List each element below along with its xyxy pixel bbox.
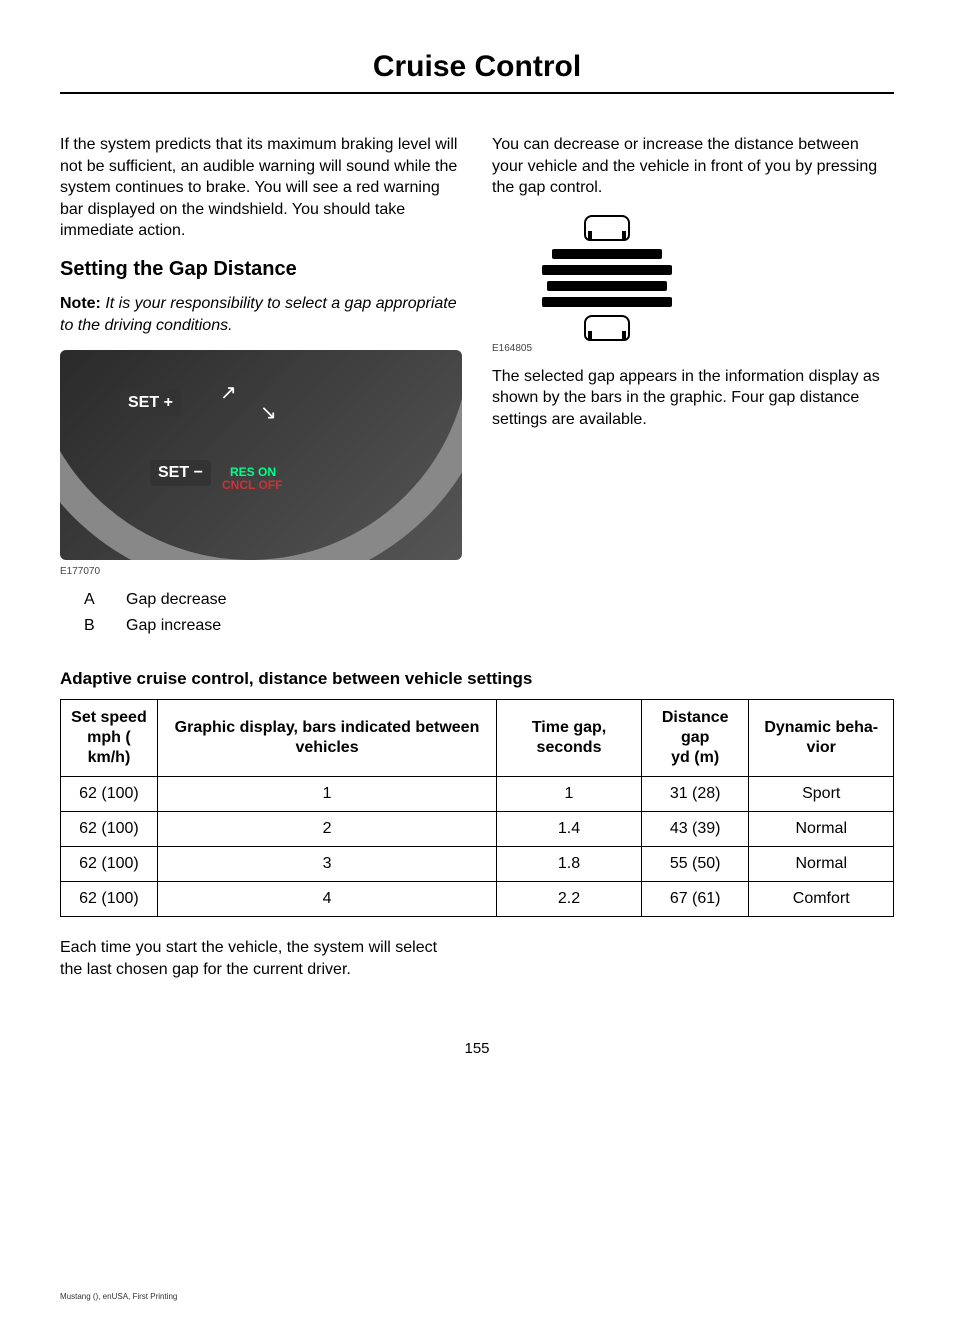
set-plus-button-icon: SET + [120,390,181,416]
steering-wheel-graphic: SET + SET − RES ON CNCL OFF ↗ ↘ [60,350,462,560]
note-text: It is your responsibility to select a ga… [60,295,457,334]
cncl-off-label-icon: CNCL OFF [222,478,282,492]
gap-bars-icon [536,249,686,307]
td-speed: 62 (100) [61,777,158,812]
td-dyn: Sport [749,777,894,812]
td-dist: 43 (39) [641,812,749,847]
table-row: 62 (100) 4 2.2 67 (61) Comfort [61,882,894,917]
lead-car-icon [584,215,630,241]
list-item: A Gap decrease [84,591,462,609]
list-letter-a: A [84,591,102,609]
footer-text: Mustang (), enUSA, First Printing [60,1292,177,1301]
gap-distance-graphic [536,215,686,341]
th-line: mph ( km/h) [67,728,151,768]
note-line: Note: It is your responsibility to selec… [60,293,462,336]
th-time-gap: Time gap, seconds [497,700,642,777]
td-bars: 2 [157,812,496,847]
after-table-paragraph: Each time you start the vehicle, the sys… [60,937,460,980]
arrow-down-icon: ↘ [260,400,277,425]
list-text-b: Gap increase [126,617,221,635]
th-line: vior [807,739,836,756]
td-bars: 4 [157,882,496,917]
gap-settings-table: Set speed mph ( km/h) Graphic display, b… [60,699,894,917]
two-column-layout: If the system predicts that its maximum … [60,134,894,643]
follow-car-icon [584,315,630,341]
td-time: 2.2 [497,882,642,917]
arrow-up-icon: ↗ [220,380,237,405]
steering-arc-icon [60,350,462,560]
table-row: 62 (100) 2 1.4 43 (39) Normal [61,812,894,847]
res-on-label-icon: RES ON [230,465,276,479]
right-paragraph-2: The selected gap appears in the informat… [492,366,894,431]
page-title: Cruise Control [60,50,894,94]
right-column: You can decrease or increase the distanc… [492,134,894,643]
th-line: Set speed [67,708,151,728]
table-header-row: Set speed mph ( km/h) Graphic display, b… [61,700,894,777]
td-speed: 62 (100) [61,882,158,917]
td-dyn: Normal [749,847,894,882]
td-time: 1 [497,777,642,812]
gap-bar-icon [552,249,662,259]
intro-paragraph: If the system predicts that its maximum … [60,134,462,242]
td-dist: 31 (28) [641,777,749,812]
section-heading-gap: Setting the Gap Distance [60,258,462,281]
th-line: Distance gap [648,708,743,748]
table-heading: Adaptive cruise control, distance betwee… [60,669,894,689]
td-dyn: Comfort [749,882,894,917]
figure-code-left: E177070 [60,566,462,577]
td-dist: 67 (61) [641,882,749,917]
gap-bar-icon [542,297,672,307]
th-distance-gap: Distance gap yd (m) [641,700,749,777]
table-row: 62 (100) 3 1.8 55 (50) Normal [61,847,894,882]
td-time: 1.4 [497,812,642,847]
td-bars: 1 [157,777,496,812]
th-dynamic-behavior: Dynamic beha-vior [749,700,894,777]
note-label: Note: [60,295,101,312]
table-body: 62 (100) 1 1 31 (28) Sport 62 (100) 2 1.… [61,777,894,917]
th-graphic-display: Graphic display, bars indicated between … [157,700,496,777]
list-text-a: Gap decrease [126,591,227,609]
table-row: 62 (100) 1 1 31 (28) Sport [61,777,894,812]
page-number: 155 [60,1040,894,1057]
th-line: Dynamic beha- [764,719,878,736]
figure-code-right: E164805 [492,343,894,354]
td-time: 1.8 [497,847,642,882]
list-item: B Gap increase [84,617,462,635]
td-dyn: Normal [749,812,894,847]
set-minus-button-icon: SET − [150,460,211,486]
right-paragraph-1: You can decrease or increase the distanc… [492,134,894,199]
left-column: If the system predicts that its maximum … [60,134,462,643]
td-dist: 55 (50) [641,847,749,882]
gap-bar-icon [547,281,667,291]
th-line: yd (m) [648,748,743,768]
list-letter-b: B [84,617,102,635]
td-speed: 62 (100) [61,812,158,847]
th-set-speed: Set speed mph ( km/h) [61,700,158,777]
gap-bar-icon [542,265,672,275]
td-bars: 3 [157,847,496,882]
td-speed: 62 (100) [61,847,158,882]
